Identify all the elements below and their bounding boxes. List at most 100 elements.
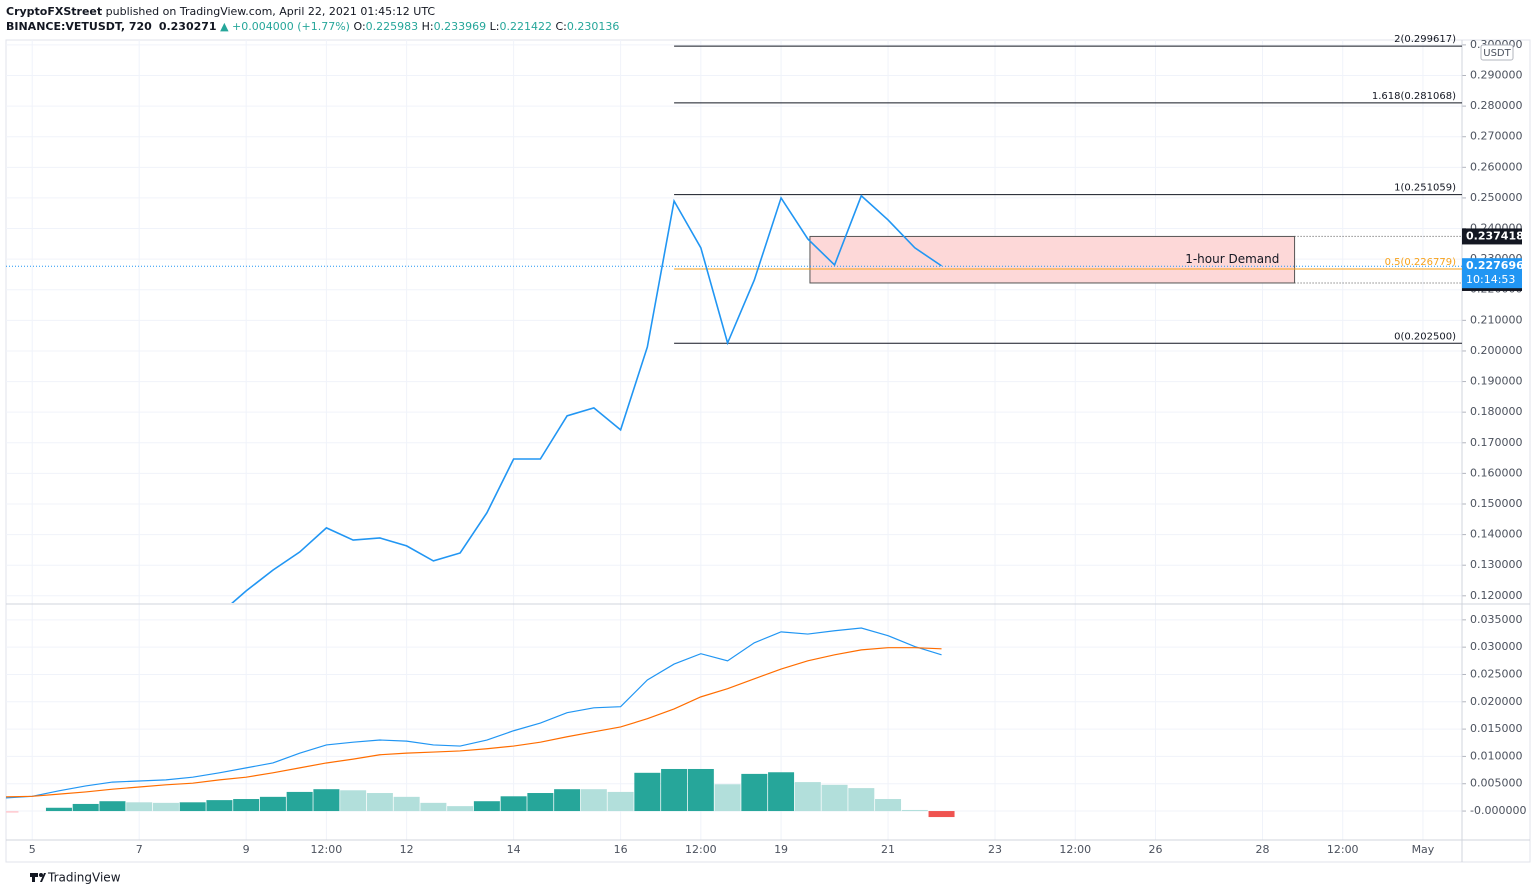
demand-zone bbox=[809, 235, 1296, 284]
published: published on TradingView.com, April 22, … bbox=[105, 5, 436, 18]
y-tick-label: 0.200000 bbox=[1470, 344, 1523, 357]
histogram-bar bbox=[794, 782, 821, 812]
brand-logo bbox=[32, 873, 35, 882]
change: ▲ +0.004000 (+1.77%) bbox=[220, 20, 350, 33]
x-tick-label: 12:00 bbox=[311, 843, 343, 856]
macd-pane bbox=[6, 627, 955, 818]
y-tick-label: 0.120000 bbox=[1470, 589, 1523, 602]
fib-label: 0.5(0.226779) bbox=[1385, 257, 1457, 268]
x-tick-label: May bbox=[1412, 843, 1435, 856]
y-tick-label: 0.290000 bbox=[1470, 69, 1523, 82]
y-tick-label: 0.280000 bbox=[1470, 99, 1523, 112]
header: CryptoFXStreet published on TradingView.… bbox=[6, 4, 619, 34]
histogram-bar bbox=[741, 773, 768, 812]
y-tick-label: 0.150000 bbox=[1470, 497, 1523, 510]
zone-price-label: 0.237418 bbox=[1466, 229, 1524, 242]
histogram-bar bbox=[661, 768, 688, 812]
y-tick-label: 0.180000 bbox=[1470, 405, 1523, 418]
histogram-bar bbox=[714, 784, 741, 812]
y-tick-label: 0.025000 bbox=[1470, 667, 1523, 680]
ohlc-value: 0.233969 bbox=[433, 20, 487, 33]
histogram-bar bbox=[99, 801, 126, 812]
series-line bbox=[6, 627, 942, 799]
histogram-bar bbox=[500, 796, 527, 812]
histogram-bar bbox=[152, 802, 179, 812]
histogram-bar bbox=[607, 791, 634, 812]
x-tick-label: 23 bbox=[988, 843, 1002, 856]
histogram-bar bbox=[928, 811, 955, 818]
ohlc-key: O: bbox=[353, 20, 366, 33]
histogram-bar bbox=[286, 791, 313, 812]
histogram-bar bbox=[473, 801, 500, 812]
last-price-label: 0.227696 bbox=[1466, 259, 1524, 272]
histogram-bar bbox=[6, 811, 19, 813]
ohlc: O:0.225983 H:0.233969 L:0.221422 C:0.230… bbox=[353, 20, 619, 33]
x-tick-label: 12:00 bbox=[1327, 843, 1359, 856]
header-line: CryptoFXStreet published on TradingView.… bbox=[6, 4, 619, 19]
zone-price-box bbox=[1462, 228, 1522, 245]
ohlc-value: 0.230136 bbox=[566, 20, 620, 33]
x-tick-label: 26 bbox=[1149, 843, 1163, 856]
histogram-bar bbox=[768, 772, 795, 812]
currency-box bbox=[1480, 44, 1514, 61]
x-tick-label: 21 bbox=[881, 843, 895, 856]
histogram-bar bbox=[821, 784, 848, 812]
y-tick-label: 0.020000 bbox=[1470, 695, 1523, 708]
histogram-bar bbox=[848, 788, 875, 812]
histogram-bar bbox=[420, 802, 447, 812]
histogram-bar bbox=[206, 800, 233, 812]
fib-label: 1.618(0.281068) bbox=[1372, 91, 1456, 102]
histogram-bar bbox=[901, 809, 928, 812]
histogram-bar bbox=[554, 789, 581, 812]
histogram-bar bbox=[233, 799, 260, 812]
histogram-bar bbox=[447, 806, 474, 812]
author: CryptoFXStreet bbox=[6, 5, 103, 18]
histogram-bar bbox=[580, 789, 607, 812]
ohlc-value: 0.225983 bbox=[365, 20, 419, 33]
series-line bbox=[231, 194, 942, 603]
brand-logo bbox=[40, 873, 46, 882]
fib-label: 0(0.202500) bbox=[1394, 331, 1456, 342]
y-tick-label: 0.015000 bbox=[1470, 722, 1523, 735]
ohlc-value: 0.221422 bbox=[499, 20, 552, 33]
y-tick-label: 0.130000 bbox=[1470, 558, 1523, 571]
y-tick-label: -0.000000 bbox=[1470, 804, 1526, 817]
histogram-bar bbox=[634, 772, 661, 812]
y-tick-label: 0.210000 bbox=[1470, 313, 1523, 326]
ohlc-key: L: bbox=[489, 20, 500, 33]
histogram-bar bbox=[340, 790, 367, 812]
frame bbox=[5, 39, 1531, 863]
histogram-bar bbox=[126, 802, 153, 812]
symbol: BINANCE:VETUSDT, 720 bbox=[6, 20, 152, 33]
zone-label: 1-hour Demand bbox=[1185, 252, 1279, 266]
histogram-bar bbox=[393, 796, 420, 812]
x-tick-label: 5 bbox=[29, 843, 36, 856]
x-tick-label: 16 bbox=[614, 843, 628, 856]
ohlc-key: C: bbox=[555, 20, 567, 33]
y-tick-label: 0.260000 bbox=[1470, 160, 1523, 173]
y-tick-label: 0.190000 bbox=[1470, 375, 1523, 388]
x-tick-label: 14 bbox=[507, 843, 521, 856]
histogram-bar bbox=[527, 793, 554, 812]
ohlc-key: H: bbox=[421, 20, 434, 33]
series-line bbox=[6, 647, 942, 798]
x-tick-label: 12:00 bbox=[1059, 843, 1091, 856]
y-tick-label: 0.010000 bbox=[1470, 749, 1523, 762]
histogram-bar bbox=[259, 796, 286, 812]
last-price-box bbox=[1462, 258, 1522, 289]
x-tick-label: 9 bbox=[243, 843, 250, 856]
brand: TradingView bbox=[47, 871, 121, 885]
histogram-bar bbox=[45, 807, 72, 812]
currency-label: USDT bbox=[1483, 48, 1511, 59]
header-line: BINANCE:VETUSDT, 720 0.230271 ▲ +0.00400… bbox=[6, 19, 619, 34]
y-tick-label: 0.270000 bbox=[1470, 130, 1523, 143]
histogram-bar bbox=[313, 789, 340, 812]
last-price: 0.230271 bbox=[158, 20, 217, 33]
x-tick-label: 12 bbox=[400, 843, 414, 856]
x-tick-label: 19 bbox=[774, 843, 788, 856]
price-pane: 1-hour Demand bbox=[6, 45, 1462, 603]
y-tick-label: 0.035000 bbox=[1470, 613, 1523, 626]
y-tick-label: 0.160000 bbox=[1470, 466, 1523, 479]
